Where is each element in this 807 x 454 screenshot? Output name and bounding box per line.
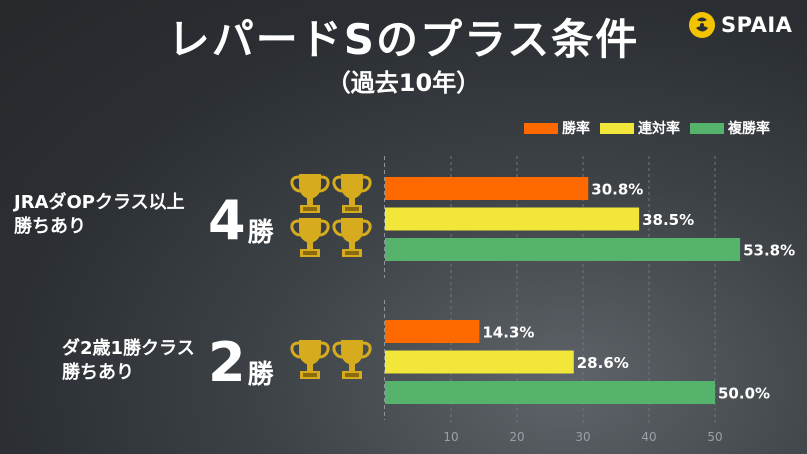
chart-title: レパードSのプラス条件 [167,15,640,64]
wins-unit-2: 勝 [247,360,274,390]
wins-number-1: 4 [208,189,246,252]
legend-label-win: 勝率 [562,121,590,137]
bar-win [385,320,480,343]
group-label-2-line1: ダ2歳1勝クラス [62,338,195,359]
group-label-1-line1: JRAダOPクラス以上 [14,192,185,213]
legend-swatch-win [524,122,558,134]
data-label: 30.8% [591,181,643,199]
chart-legend: 勝率 連対率 複勝率 [524,118,770,138]
bar-place [385,238,741,261]
wins-number-2: 2 [208,331,246,394]
brand-logo[interactable]: SPAIA [688,10,792,40]
trophy-icon [332,216,372,258]
legend-item-quinella: 連対率 [600,118,680,138]
bar-quinella [385,350,574,374]
trophy-icon [332,338,372,380]
bar-win [385,177,589,200]
legend-swatch-quinella [600,122,634,134]
tick-label: 50 [707,430,722,444]
data-label: 38.5% [642,211,694,229]
group-label-2-line2: 勝ちあり [62,362,134,383]
wins-unit-1: 勝 [247,218,274,248]
trophy-icon [290,338,330,380]
brand-name: SPAIA [721,13,793,37]
data-label: 14.3% [482,324,534,342]
group-label-1-line2: 勝ちあり [14,216,86,237]
bar-quinella [385,207,640,231]
trophy-icon [290,172,330,214]
tick-label: 20 [509,430,524,444]
chart-subtitle: （過去10年） [326,69,481,97]
group-label-2: ダ2歳1勝クラス 勝ちあり [62,337,195,385]
legend-swatch-place [690,122,724,134]
tick-label: 30 [575,430,590,444]
wins-count-2: 2 勝 [208,331,274,394]
spaia-logo-icon [689,12,715,38]
data-label: 50.0% [718,385,770,403]
legend-item-place: 複勝率 [690,118,770,138]
data-label: 53.8% [743,242,795,260]
legend-label-quinella: 連対率 [638,121,680,137]
legend-item-win: 勝率 [524,118,590,138]
trophy-icon [332,172,372,214]
tick-label: 10 [443,430,458,444]
tick-label: 40 [641,430,656,444]
bar-place [385,381,715,404]
legend-label-place: 複勝率 [728,121,770,137]
group-label-1: JRAダOPクラス以上 勝ちあり [14,191,185,239]
trophy-icon [290,216,330,258]
data-label: 28.6% [577,354,629,372]
wins-count-1: 4 勝 [208,189,274,252]
